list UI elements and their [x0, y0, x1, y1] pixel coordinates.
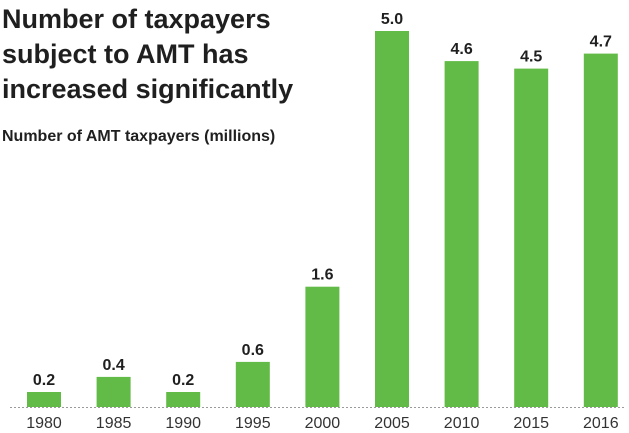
x-tick-label-1985: 1985 [96, 415, 132, 432]
x-tick-label-2016: 2016 [583, 415, 619, 432]
bar-1995 [235, 361, 270, 407]
chart-title: Number of taxpayers subject to AMT has i… [2, 2, 342, 107]
x-tick-label-2015: 2015 [513, 415, 549, 432]
bar-2010 [444, 61, 479, 407]
bars-group [27, 31, 618, 407]
x-tick-labels-group: 1980 1985 1990 1995 2000 2005 2010 2015 2016 [26, 415, 618, 432]
chart-title-line-3: increased significantly [2, 74, 294, 104]
x-tick-label-1990: 1990 [165, 415, 201, 432]
bar-2016 [583, 53, 618, 407]
value-labels-group: 0.2 0.4 0.2 0.6 1.6 5.0 4.6 4.5 4.7 [33, 11, 612, 389]
value-label-2000: 1.6 [311, 267, 333, 284]
x-tick-label-2010: 2010 [444, 415, 480, 432]
bar-2015 [514, 68, 549, 407]
bar-1990 [166, 392, 201, 407]
value-label-1995: 0.6 [242, 342, 264, 359]
value-label-2010: 4.6 [450, 41, 472, 58]
x-tick-label-2000: 2000 [305, 415, 341, 432]
value-label-1990: 0.2 [172, 372, 194, 389]
value-label-2005: 5.0 [381, 11, 403, 28]
value-label-1985: 0.4 [102, 357, 124, 374]
bar-1985 [96, 376, 131, 407]
chart-title-line-2: subject to AMT has [2, 39, 249, 69]
bar-2000 [305, 286, 340, 407]
x-tick-label-1995: 1995 [235, 415, 271, 432]
value-label-2015: 4.5 [520, 49, 542, 66]
bar-2005 [375, 31, 409, 407]
value-label-2016: 4.7 [590, 34, 612, 51]
x-tick-label-2005: 2005 [374, 415, 410, 432]
x-tick-label-1980: 1980 [26, 415, 62, 432]
chart-title-line-1: Number of taxpayers [2, 4, 271, 34]
chart-subtitle: Number of AMT taxpayers (millions) [2, 128, 276, 145]
value-label-1980: 0.2 [33, 372, 55, 389]
bar-1980 [27, 392, 61, 407]
